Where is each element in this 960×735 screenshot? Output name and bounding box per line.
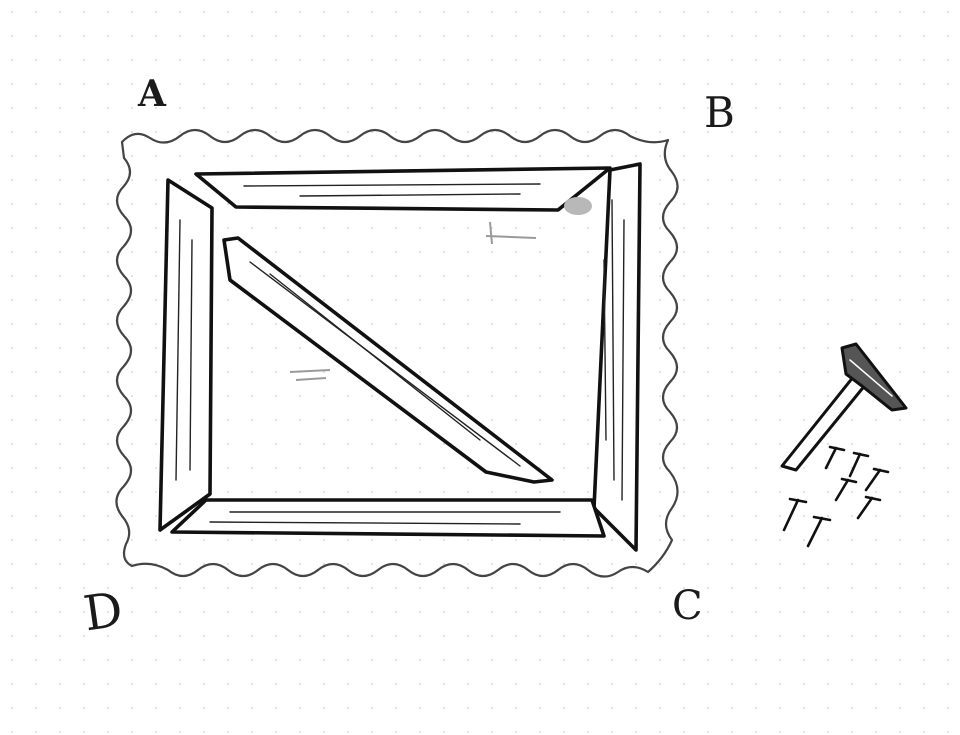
wavy-outline [115, 128, 679, 578]
corner-label-d: D [80, 581, 127, 643]
hammer-icon [780, 342, 908, 472]
wood-grain [175, 183, 625, 525]
nails-icon [782, 445, 890, 548]
corner-label-c: C [672, 583, 703, 629]
bottom-board [170, 498, 606, 538]
top-board [194, 166, 612, 212]
left-board [158, 178, 214, 532]
ink-smudge [564, 197, 592, 215]
right-board [592, 162, 642, 552]
diagonal-brace [222, 236, 554, 484]
ink-smudge-marks [289, 221, 537, 381]
corner-label-a: A [138, 73, 166, 115]
corner-label-b: B [704, 88, 735, 137]
